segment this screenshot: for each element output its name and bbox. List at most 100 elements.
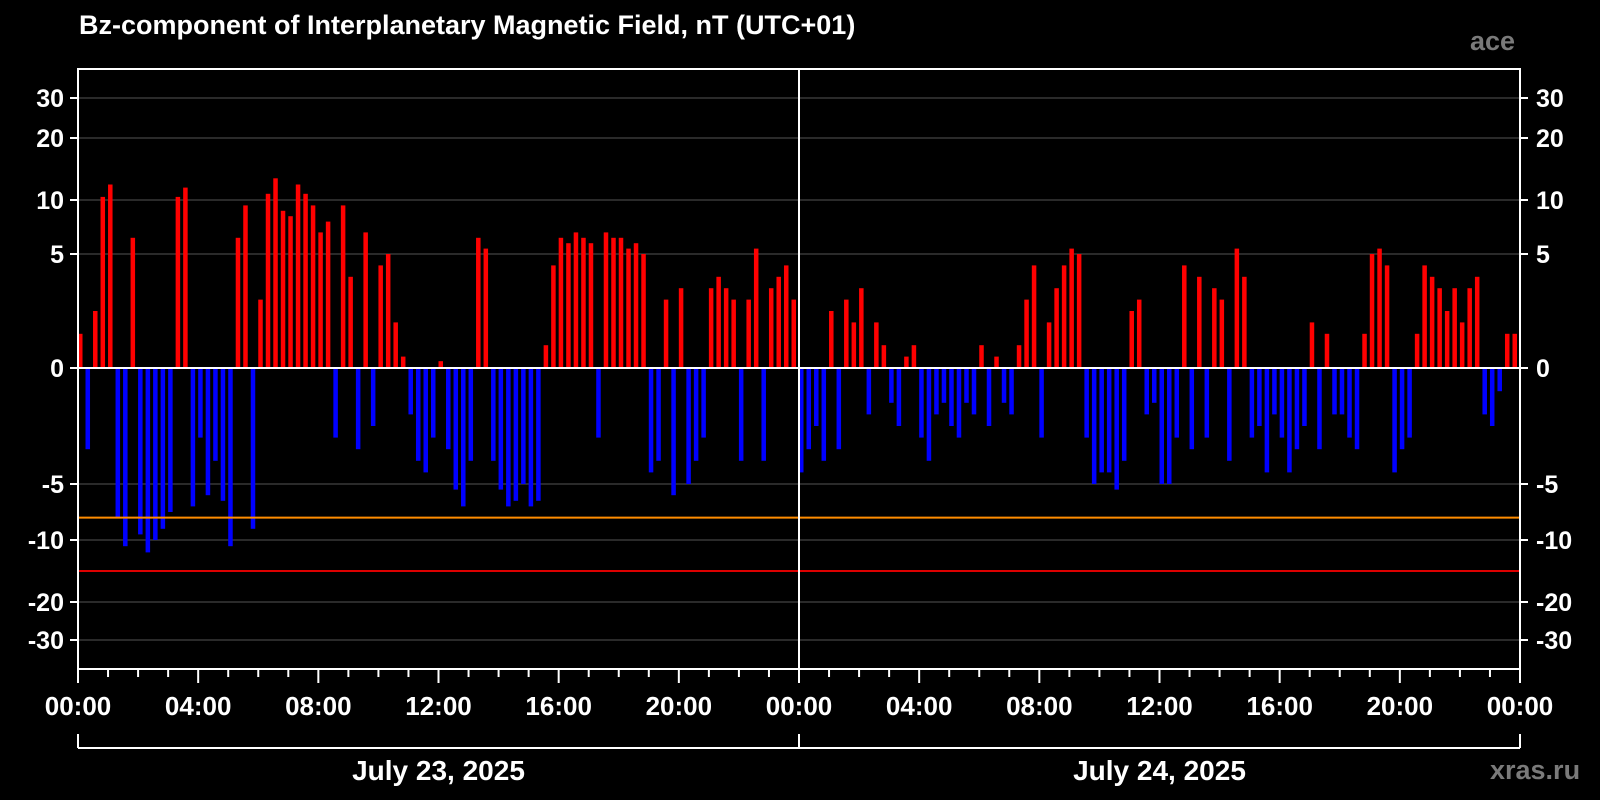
bar-positive — [340, 205, 346, 368]
bar-negative — [1354, 368, 1360, 450]
date-label: July 23, 2025 — [352, 755, 525, 786]
bar-negative — [806, 368, 812, 450]
bar-negative — [1204, 368, 1210, 438]
bar-positive — [746, 299, 751, 368]
bar-positive — [573, 232, 579, 368]
bar-positive — [543, 345, 549, 368]
bar-negative — [934, 368, 939, 415]
bar-negative — [701, 368, 706, 438]
bar-negative — [528, 368, 534, 507]
x-tick-label: 04:00 — [165, 691, 232, 721]
bar-positive — [581, 237, 586, 368]
bar-negative — [1151, 368, 1157, 403]
bar-positive — [93, 311, 98, 368]
y-tick-label-left: 20 — [36, 125, 64, 153]
bar-negative — [671, 368, 676, 496]
bar-positive — [130, 237, 136, 368]
bar-positive — [1219, 299, 1225, 368]
bar-negative — [836, 368, 842, 450]
bar-positive — [1031, 265, 1037, 368]
bar-negative — [693, 368, 699, 461]
bar-positive — [1182, 265, 1187, 368]
bar-negative — [123, 368, 128, 547]
bar-positive — [258, 299, 263, 368]
bar-negative — [1121, 368, 1127, 461]
y-tick-label-right: 30 — [1536, 85, 1564, 113]
bar-positive — [1309, 322, 1315, 368]
x-tick-label: 20:00 — [1367, 691, 1434, 721]
bar-negative — [656, 368, 661, 461]
bar-positive — [753, 248, 759, 368]
bar-negative — [596, 368, 601, 438]
x-tick-label: 08:00 — [285, 691, 352, 721]
bar-negative — [213, 368, 218, 461]
bar-positive — [78, 333, 83, 368]
bar-positive — [783, 265, 789, 368]
bar-negative — [1167, 368, 1172, 484]
bar-positive — [1377, 248, 1382, 368]
bar-negative — [513, 368, 519, 501]
axis-labels: 30 30 20 20 10 10 5 5 0 0 -5 -5 -10 -10 -20 -20 -30 -30 00… — [28, 85, 1572, 786]
bar-negative — [648, 368, 654, 473]
bar-positive — [1467, 288, 1472, 368]
bar-negative — [160, 368, 166, 529]
bar-positive — [618, 237, 624, 368]
bar-negative — [521, 368, 526, 484]
bar-positive — [874, 322, 879, 368]
bar-negative — [896, 368, 902, 426]
bar-negative — [956, 368, 962, 438]
bar-positive — [1016, 345, 1022, 368]
bar-positive — [1384, 265, 1390, 368]
bar-negative — [1227, 368, 1232, 461]
bar-negative — [423, 368, 428, 473]
bar-positive — [400, 356, 406, 368]
bar-negative — [986, 368, 992, 426]
bar-negative — [1489, 368, 1495, 426]
bar-negative — [408, 368, 413, 415]
bar-negative — [1272, 368, 1277, 415]
bar-negative — [205, 368, 211, 496]
bar-positive — [566, 243, 571, 368]
bar-positive — [603, 232, 609, 368]
bar-positive — [1324, 333, 1330, 368]
y-tick-label-right: 0 — [1536, 355, 1550, 383]
x-tick-label: 20:00 — [646, 691, 713, 721]
bar-positive — [1474, 276, 1480, 368]
bar-negative — [1482, 368, 1487, 415]
bar-positive — [1024, 299, 1029, 368]
bar-negative — [461, 368, 466, 507]
bar-positive — [716, 276, 721, 368]
bar-negative — [1257, 368, 1262, 426]
bar-negative — [1144, 368, 1149, 415]
bar-positive — [633, 243, 639, 368]
bar-positive — [588, 243, 594, 368]
bar-negative — [250, 368, 256, 529]
x-tick-label: 16:00 — [525, 691, 592, 721]
bar-negative — [468, 368, 474, 461]
bar-positive — [325, 221, 331, 368]
bar-negative — [453, 368, 459, 490]
bar-negative — [1497, 368, 1502, 392]
bar-positive — [859, 288, 864, 368]
bar-negative — [1407, 368, 1412, 438]
bar-positive — [1046, 322, 1052, 368]
bar-positive — [378, 265, 383, 368]
bar-negative — [355, 368, 361, 450]
bar-positive — [708, 288, 714, 368]
bar-positive — [851, 322, 857, 368]
bar-negative — [1294, 368, 1300, 450]
bar-negative — [446, 368, 451, 450]
bar-positive — [243, 205, 248, 368]
bar-negative — [115, 368, 121, 518]
y-tick-label-left: 5 — [50, 241, 64, 269]
y-tick-label-right: -30 — [1536, 627, 1572, 655]
bar-negative — [1174, 368, 1180, 438]
bar-positive — [626, 248, 631, 368]
bar-positive — [175, 196, 181, 368]
bar-positive — [1414, 333, 1420, 368]
bar-negative — [814, 368, 819, 426]
bar-positive — [183, 187, 188, 368]
bar-positive — [1362, 333, 1367, 368]
bar-positive — [303, 193, 308, 368]
bar-negative — [949, 368, 954, 426]
